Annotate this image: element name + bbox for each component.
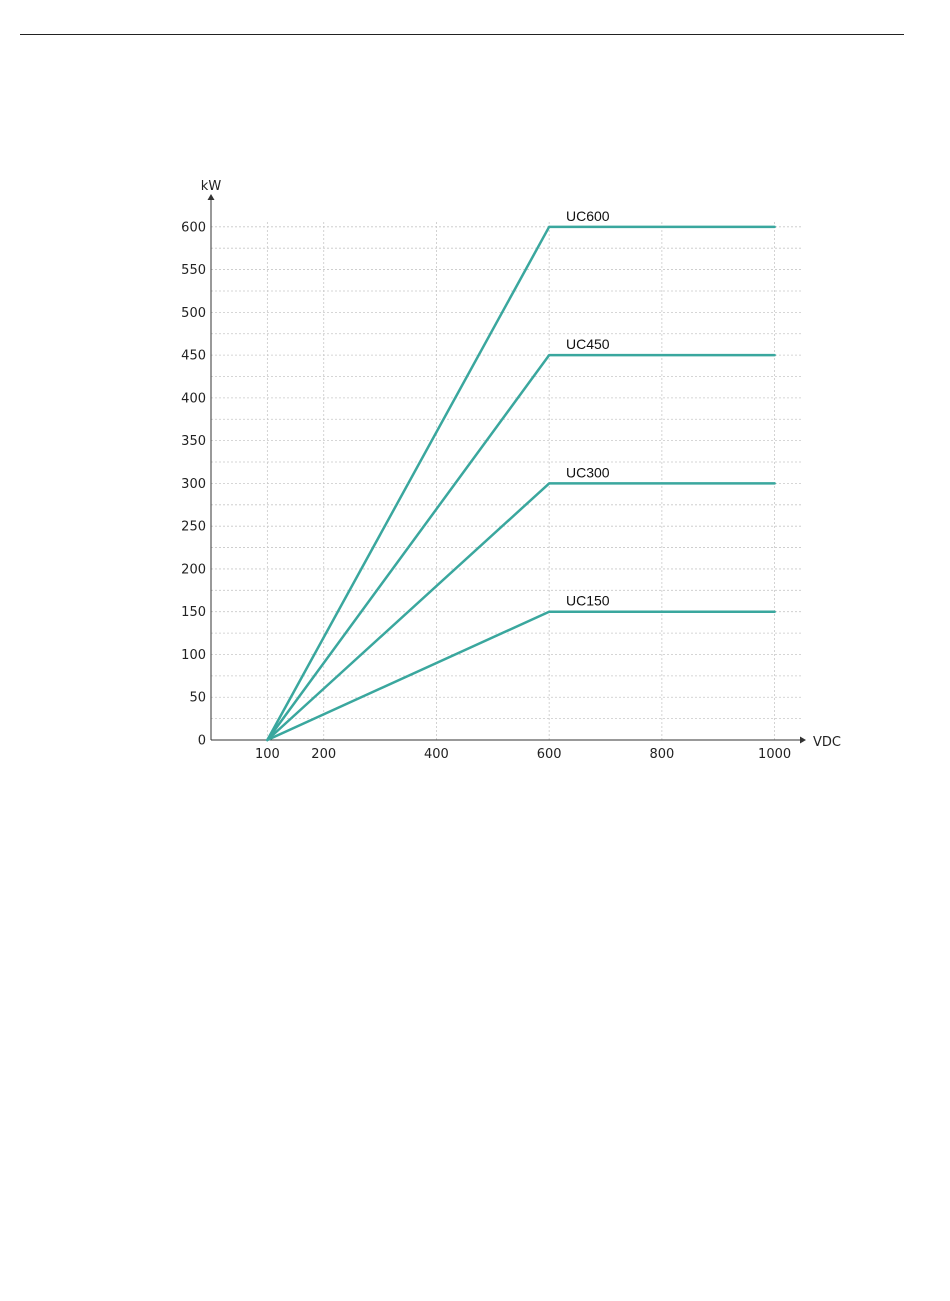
labels: 0 50 100 150 200 250 300 350 400 450 500 550 600 100 2… xyxy=(181,179,841,762)
x-tick-label: 1000 xyxy=(758,747,791,762)
y-tick-label: 150 xyxy=(181,605,206,620)
axes xyxy=(207,194,806,744)
y-tick-label: 100 xyxy=(181,648,206,663)
x-tick-label: 200 xyxy=(311,747,336,762)
x-axis-label: VDC xyxy=(813,735,841,750)
series-line-uc300 xyxy=(266,482,776,742)
series-label-uc300: UC300 xyxy=(566,464,610,480)
series-label-uc450: UC450 xyxy=(566,336,610,352)
x-tick-label: 800 xyxy=(649,747,674,762)
series-label-uc150: UC150 xyxy=(566,593,610,609)
x-tick-label: 400 xyxy=(424,747,449,762)
x-axis-arrow xyxy=(800,736,806,744)
y-tick-label: 250 xyxy=(181,520,206,535)
y-tick-label: 300 xyxy=(181,477,206,492)
x-tick-label: 100 xyxy=(255,747,280,762)
y-tick-label: 400 xyxy=(181,391,206,406)
y-tick-label: 350 xyxy=(181,434,206,449)
y-tick-label: 200 xyxy=(181,562,206,577)
series-line-uc600 xyxy=(266,225,776,742)
y-axis-arrow xyxy=(207,194,215,200)
y-tick-label: 50 xyxy=(189,691,206,706)
series-label-uc600: UC600 xyxy=(566,208,610,224)
header-rule xyxy=(20,34,904,35)
y-tick-label: 450 xyxy=(181,349,206,364)
y-tick-label: 0 xyxy=(198,734,206,749)
series-line-uc150 xyxy=(266,610,776,742)
series-lines xyxy=(266,225,776,742)
x-tick-label: 600 xyxy=(537,747,562,762)
y-tick-label: 500 xyxy=(181,306,206,321)
y-axis-label: kW xyxy=(201,179,222,194)
y-tick-label: 550 xyxy=(181,263,206,278)
series-line-uc450 xyxy=(266,353,776,742)
grid xyxy=(211,222,802,740)
y-tick-label: 600 xyxy=(181,220,206,235)
